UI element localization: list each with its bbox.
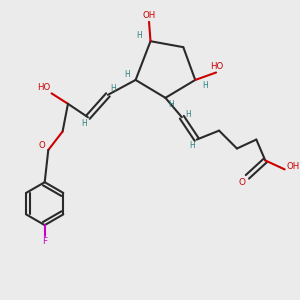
- Text: H: H: [168, 100, 174, 109]
- Text: H: H: [136, 31, 142, 40]
- Text: OH: OH: [286, 162, 300, 171]
- Text: O: O: [238, 178, 245, 187]
- Text: H: H: [202, 81, 208, 90]
- Text: HO: HO: [37, 83, 50, 92]
- Text: O: O: [38, 141, 45, 150]
- Text: H: H: [124, 70, 130, 79]
- Text: H: H: [82, 119, 87, 128]
- Text: OH: OH: [142, 11, 156, 20]
- Text: HO: HO: [210, 62, 223, 71]
- Text: H: H: [110, 84, 116, 93]
- Text: F: F: [42, 237, 47, 246]
- Text: H: H: [189, 141, 195, 150]
- Text: H: H: [185, 110, 191, 119]
